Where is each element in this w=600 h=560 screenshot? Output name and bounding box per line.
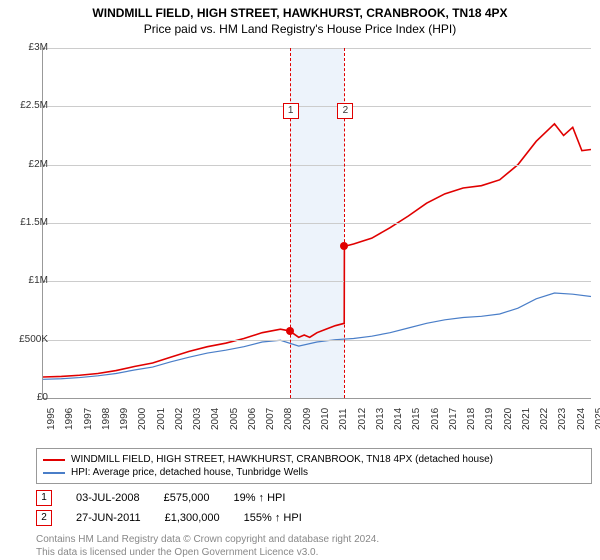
transaction-date: 03-JUL-2008 [76,492,140,504]
transaction-delta: 155% ↑ HPI [244,512,302,524]
x-axis-label: 2012 [357,408,368,430]
x-axis-label: 1996 [64,408,75,430]
marker-label: 2 [337,103,353,119]
chart-subtitle: Price paid vs. HM Land Registry's House … [0,20,600,36]
plot-area: 12 [42,48,591,399]
x-axis-label: 2009 [302,408,313,430]
x-axis-label: 2025 [594,408,600,430]
x-axis-label: 2017 [448,408,459,430]
footer-line-1: Contains HM Land Registry data © Crown c… [36,534,379,545]
y-axis-label: £0 [8,392,48,403]
transaction-marker: 2 [36,510,52,526]
y-axis-label: £1.5M [8,217,48,228]
x-axis-label: 2010 [320,408,331,430]
x-axis-label: 2005 [229,408,240,430]
x-axis-label: 1997 [83,408,94,430]
x-axis-label: 2001 [156,408,167,430]
y-axis-label: £500K [8,334,48,345]
footer-line-2: This data is licensed under the Open Gov… [36,547,318,558]
gridline [43,340,591,341]
transaction-row: 1 03-JUL-2008 £575,000 19% ↑ HPI [36,490,285,506]
figure: WINDMILL FIELD, HIGH STREET, HAWKHURST, … [0,0,600,560]
x-axis-label: 2019 [484,408,495,430]
x-axis-label: 2003 [192,408,203,430]
transaction-marker: 1 [36,490,52,506]
x-axis-label: 2008 [283,408,294,430]
gridline [43,106,591,107]
legend-item-price: WINDMILL FIELD, HIGH STREET, HAWKHURST, … [43,453,585,466]
marker-dot [286,327,294,335]
x-axis-label: 2000 [137,408,148,430]
legend-item-hpi: HPI: Average price, detached house, Tunb… [43,466,585,479]
x-axis-label: 2013 [375,408,386,430]
transaction-row: 2 27-JUN-2011 £1,300,000 155% ↑ HPI [36,510,302,526]
legend-swatch-price [43,459,65,461]
legend: WINDMILL FIELD, HIGH STREET, HAWKHURST, … [36,448,592,484]
x-axis-label: 2016 [430,408,441,430]
legend-label: WINDMILL FIELD, HIGH STREET, HAWKHURST, … [71,454,493,465]
gridline [43,48,591,49]
y-axis-label: £2.5M [8,100,48,111]
x-axis-label: 2015 [411,408,422,430]
x-axis-label: 2020 [503,408,514,430]
y-axis-label: £3M [8,42,48,53]
transaction-date: 27-JUN-2011 [76,512,141,524]
chart-title: WINDMILL FIELD, HIGH STREET, HAWKHURST, … [0,0,600,20]
marker-line [344,48,345,398]
x-axis-label: 2023 [557,408,568,430]
gridline [43,281,591,282]
x-axis-label: 2011 [338,408,349,430]
x-axis-label: 2014 [393,408,404,430]
y-axis-label: £1M [8,275,48,286]
x-axis-label: 2007 [265,408,276,430]
marker-dot [340,242,348,250]
x-axis-label: 1999 [119,408,130,430]
x-axis-label: 1998 [101,408,112,430]
x-axis-label: 2004 [210,408,221,430]
x-axis-label: 2022 [539,408,550,430]
marker-line [290,48,291,398]
x-axis-label: 1995 [46,408,57,430]
x-axis-label: 2021 [521,408,532,430]
x-axis-label: 2006 [247,408,258,430]
transaction-delta: 19% ↑ HPI [233,492,285,504]
x-axis-label: 2018 [466,408,477,430]
y-axis-label: £2M [8,159,48,170]
legend-label: HPI: Average price, detached house, Tunb… [71,467,308,478]
transaction-price: £1,300,000 [165,512,220,524]
x-axis-label: 2024 [576,408,587,430]
transaction-price: £575,000 [164,492,210,504]
series-hpi [43,293,591,379]
legend-swatch-hpi [43,472,65,474]
gridline [43,223,591,224]
marker-label: 1 [283,103,299,119]
x-axis-label: 2002 [174,408,185,430]
gridline [43,165,591,166]
